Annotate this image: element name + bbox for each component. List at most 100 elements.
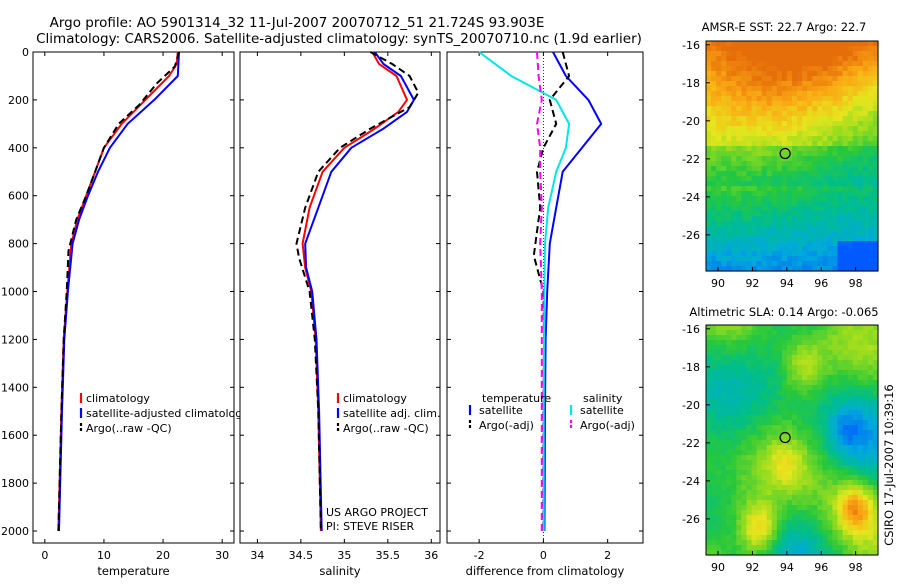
- map-cell: [807, 325, 813, 331]
- map-cell: [792, 171, 798, 177]
- map-cell: [761, 485, 768, 491]
- map-cell: [726, 61, 732, 67]
- map-cell: [781, 51, 788, 57]
- map-cell: [746, 86, 753, 92]
- map-cell: [872, 81, 879, 87]
- map-cell: [726, 385, 732, 391]
- map-cell: [781, 126, 788, 132]
- map-cell: [721, 176, 727, 182]
- map-cell: [766, 116, 773, 122]
- map-cell: [857, 56, 864, 62]
- map-cell: [802, 186, 808, 192]
- map-cell: [817, 445, 823, 451]
- map-cell: [807, 231, 813, 237]
- map-cell: [862, 395, 869, 401]
- map-cell: [872, 525, 879, 531]
- map-cell: [776, 330, 783, 336]
- map-cell: [797, 375, 803, 381]
- map-cell: [802, 365, 808, 371]
- map-cell: [852, 520, 859, 526]
- map-cell: [751, 495, 758, 501]
- map-cell: [802, 545, 808, 551]
- map-cell: [776, 56, 783, 62]
- map-cell: [807, 465, 813, 471]
- map-cell: [827, 425, 834, 431]
- map-cell: [766, 350, 773, 356]
- map-cell: [776, 66, 783, 72]
- map-cell: [797, 61, 803, 67]
- map-cell: [711, 530, 717, 536]
- map-cell: [817, 116, 823, 122]
- map-cell: [756, 71, 763, 77]
- map-cell: [741, 201, 748, 207]
- map-cell: [731, 495, 737, 501]
- map-cell: [731, 221, 737, 227]
- map-cell: [872, 146, 879, 152]
- map-cell: [781, 201, 788, 207]
- map-cell: [797, 186, 803, 192]
- map-cell: [857, 46, 864, 52]
- map-cell: [857, 375, 864, 381]
- map-cell: [731, 460, 737, 466]
- map-cell: [756, 171, 763, 177]
- map-cell: [721, 475, 727, 481]
- map-cell: [706, 116, 712, 122]
- map-cell: [746, 390, 753, 396]
- map-cell: [832, 360, 839, 366]
- map-cell: [756, 425, 763, 431]
- map-cell: [736, 480, 743, 486]
- map-cell: [776, 430, 783, 436]
- map-cell: [872, 161, 879, 167]
- map-cell: [807, 136, 813, 142]
- map-cell: [862, 375, 869, 381]
- map-cell: [857, 121, 864, 127]
- map-cell: [736, 251, 743, 257]
- map-cell: [812, 420, 818, 426]
- map-cell: [832, 470, 839, 476]
- map-cell: [842, 440, 849, 446]
- map-cell: [786, 510, 793, 516]
- map-cell: [857, 405, 864, 411]
- map-cell: [817, 355, 823, 361]
- map-cell: [726, 400, 732, 406]
- map-cell: [817, 530, 823, 536]
- map-cell: [781, 76, 788, 82]
- map-cell: [867, 86, 874, 92]
- map-cell: [802, 241, 808, 247]
- map-y-tick-label: -24: [682, 475, 700, 488]
- map-cell: [761, 111, 768, 117]
- map-cell: [741, 196, 748, 202]
- map-cell: [842, 395, 849, 401]
- map-cell: [716, 201, 722, 207]
- map-cell: [847, 66, 854, 72]
- map-cell: [716, 146, 722, 152]
- map-cell: [711, 445, 717, 451]
- map-cell: [817, 206, 823, 212]
- map-cell: [837, 345, 844, 351]
- map-cell: [842, 231, 849, 237]
- map-cell: [741, 211, 748, 217]
- map-cell: [781, 445, 788, 451]
- map-cell: [857, 440, 864, 446]
- map-cell: [847, 340, 854, 346]
- map-cell: [711, 101, 717, 107]
- map-cell: [771, 216, 778, 222]
- map-cell: [786, 325, 793, 331]
- map-cell: [792, 550, 798, 556]
- map-cell: [706, 360, 712, 366]
- map-cell: [711, 540, 717, 546]
- map-cell: [857, 535, 864, 541]
- map-cell: [832, 380, 839, 386]
- map-cell: [792, 505, 798, 511]
- map-cell: [842, 485, 849, 491]
- map-cell: [776, 211, 783, 217]
- map-cell: [721, 196, 727, 202]
- map-cell: [771, 206, 778, 212]
- map-cell: [857, 216, 864, 222]
- map-cell: [736, 136, 743, 142]
- map-cell: [867, 236, 874, 242]
- map-cell: [802, 405, 808, 411]
- map-cell: [776, 41, 783, 47]
- map-cell: [852, 490, 859, 496]
